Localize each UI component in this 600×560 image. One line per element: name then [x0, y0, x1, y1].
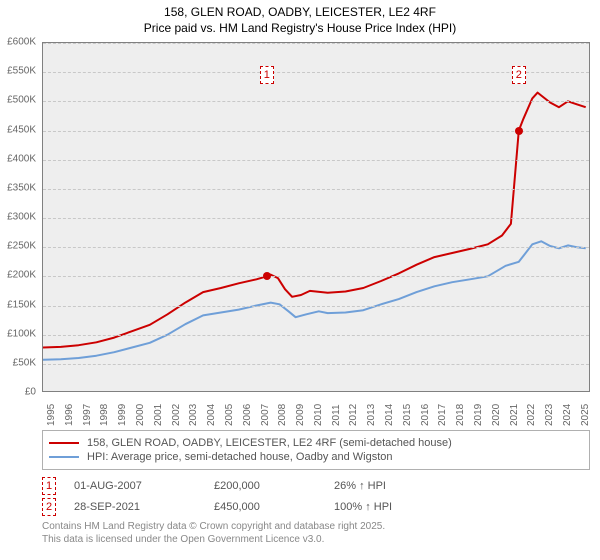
- sale-row-1: 1 01-AUG-2007 £200,000 26% ↑ HPI: [42, 477, 590, 495]
- gridline-h: [43, 247, 589, 248]
- series-line-hpi: [43, 241, 586, 359]
- xtick-label: 2009: [295, 404, 306, 426]
- gridline-h: [43, 218, 589, 219]
- sales-table: 1 01-AUG-2007 £200,000 26% ↑ HPI 2 28-SE…: [42, 474, 590, 519]
- sale-date-2: 28-SEP-2021: [74, 501, 214, 513]
- xtick-label: 1995: [46, 404, 57, 426]
- ytick-label: £100K: [7, 328, 36, 339]
- xtick-label: 2001: [153, 404, 164, 426]
- plot-region: 12: [42, 42, 590, 392]
- xtick-label: 1998: [99, 404, 110, 426]
- chart-area: 12 £0£50K£100K£150K£200K£250K£300K£350K£…: [42, 42, 590, 392]
- sale-marker-dot: [515, 127, 523, 135]
- sale-annotation-box: 2: [512, 66, 526, 84]
- xtick-label: 2013: [366, 404, 377, 426]
- gridline-h: [43, 131, 589, 132]
- ytick-label: £300K: [7, 212, 36, 223]
- title-line2: Price paid vs. HM Land Registry's House …: [0, 20, 600, 36]
- sale-date-1: 01-AUG-2007: [74, 480, 214, 492]
- xtick-label: 1996: [64, 404, 75, 426]
- xtick-label: 2023: [544, 404, 555, 426]
- sale-idx-1: 1: [42, 477, 56, 495]
- xtick-label: 2019: [473, 404, 484, 426]
- xtick-label: 2017: [437, 404, 448, 426]
- chart-title: 158, GLEN ROAD, OADBY, LEICESTER, LE2 4R…: [0, 0, 600, 36]
- xtick-label: 2005: [224, 404, 235, 426]
- xtick-label: 2024: [562, 404, 573, 426]
- gridline-h: [43, 364, 589, 365]
- sale-marker-dot: [263, 272, 271, 280]
- ytick-label: £600K: [7, 37, 36, 48]
- footer-attribution: Contains HM Land Registry data © Crown c…: [42, 520, 385, 546]
- legend-label-hpi: HPI: Average price, semi-detached house,…: [87, 451, 393, 463]
- legend-label-price-paid: 158, GLEN ROAD, OADBY, LEICESTER, LE2 4R…: [87, 437, 452, 449]
- xtick-label: 2015: [402, 404, 413, 426]
- xtick-label: 2016: [420, 404, 431, 426]
- xtick-label: 2007: [260, 404, 271, 426]
- gridline-h: [43, 189, 589, 190]
- xtick-label: 1997: [82, 404, 93, 426]
- gridline-h: [43, 306, 589, 307]
- gridline-h: [43, 276, 589, 277]
- xtick-label: 2020: [491, 404, 502, 426]
- xtick-label: 2014: [384, 404, 395, 426]
- xtick-label: 2002: [171, 404, 182, 426]
- chart-container: 158, GLEN ROAD, OADBY, LEICESTER, LE2 4R…: [0, 0, 600, 560]
- gridline-h: [43, 43, 589, 44]
- xtick-label: 1999: [117, 404, 128, 426]
- ytick-label: £450K: [7, 124, 36, 135]
- gridline-h: [43, 160, 589, 161]
- footer-line1: Contains HM Land Registry data © Crown c…: [42, 520, 385, 533]
- gridline-h: [43, 101, 589, 102]
- sale-row-2: 2 28-SEP-2021 £450,000 100% ↑ HPI: [42, 498, 590, 516]
- xtick-label: 2021: [509, 404, 520, 426]
- ytick-label: £400K: [7, 153, 36, 164]
- sale-pct-2: 100% ↑ HPI: [334, 501, 392, 513]
- ytick-label: £200K: [7, 270, 36, 281]
- sale-idx-2: 2: [42, 498, 56, 516]
- xtick-label: 2012: [348, 404, 359, 426]
- ytick-label: £350K: [7, 182, 36, 193]
- title-line1: 158, GLEN ROAD, OADBY, LEICESTER, LE2 4R…: [0, 4, 600, 20]
- legend-swatch-price-paid: [49, 442, 79, 444]
- legend-box: 158, GLEN ROAD, OADBY, LEICESTER, LE2 4R…: [42, 430, 590, 470]
- xtick-label: 2025: [580, 404, 591, 426]
- xtick-label: 2010: [313, 404, 324, 426]
- xtick-label: 2022: [526, 404, 537, 426]
- xtick-label: 2004: [206, 404, 217, 426]
- ytick-label: £0: [25, 387, 36, 398]
- xtick-label: 2006: [242, 404, 253, 426]
- gridline-h: [43, 335, 589, 336]
- ytick-label: £150K: [7, 299, 36, 310]
- xtick-label: 2011: [331, 404, 342, 426]
- sale-pct-1: 26% ↑ HPI: [334, 480, 386, 492]
- gridline-h: [43, 72, 589, 73]
- ytick-label: £500K: [7, 95, 36, 106]
- legend-row-price-paid: 158, GLEN ROAD, OADBY, LEICESTER, LE2 4R…: [49, 437, 583, 449]
- xtick-label: 2018: [455, 404, 466, 426]
- ytick-label: £50K: [13, 357, 36, 368]
- xtick-label: 2000: [135, 404, 146, 426]
- sale-price-2: £450,000: [214, 501, 334, 513]
- xtick-label: 2003: [188, 404, 199, 426]
- sale-annotation-box: 1: [260, 66, 274, 84]
- legend-swatch-hpi: [49, 456, 79, 458]
- ytick-label: £250K: [7, 241, 36, 252]
- xtick-label: 2008: [277, 404, 288, 426]
- ytick-label: £550K: [7, 66, 36, 77]
- legend-row-hpi: HPI: Average price, semi-detached house,…: [49, 451, 583, 463]
- sale-price-1: £200,000: [214, 480, 334, 492]
- footer-line2: This data is licensed under the Open Gov…: [42, 533, 385, 546]
